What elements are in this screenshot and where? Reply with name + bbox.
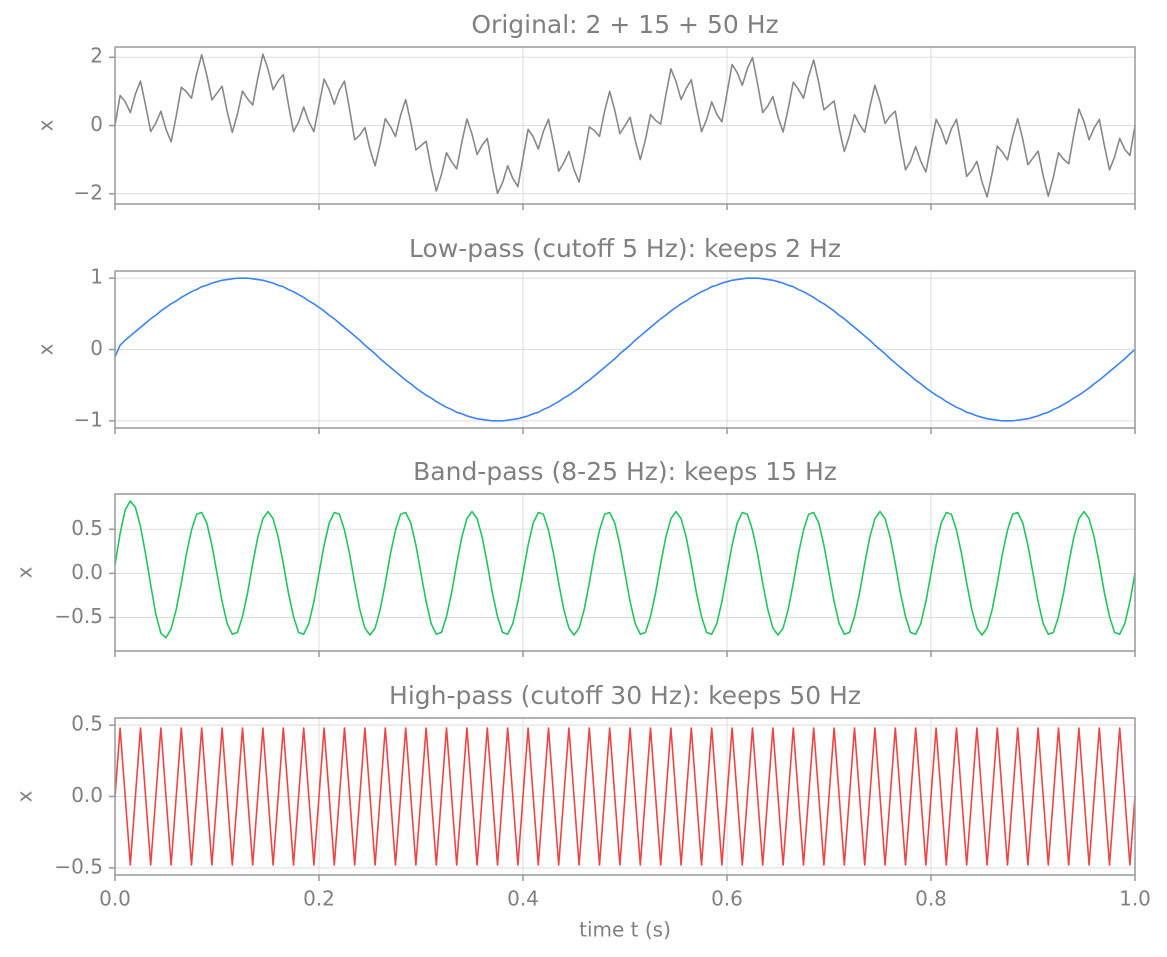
axes-frame (114, 717, 1136, 876)
subplot-title: Low-pass (cutoff 5 Hz): keeps 2 Hz (409, 234, 841, 263)
subplot: High-pass (cutoff 30 Hz): keeps 50 Hz −0.… (13, 681, 1151, 942)
x-tick-label: 1.0 (1119, 887, 1151, 911)
x-tick-label: 0.6 (711, 887, 743, 911)
x-axis-label: time t (s) (579, 918, 671, 942)
signal-line (114, 500, 1136, 639)
subplot: Band-pass (8-25 Hz): keeps 15 Hz −0.5 0.0 0… (13, 457, 1136, 657)
axes-frame (114, 270, 1136, 429)
y-tick-label: 0.0 (71, 560, 103, 584)
y-tick-label: −0.5 (54, 604, 103, 628)
subplot-title: Band-pass (8-25 Hz): keeps 15 Hz (413, 457, 837, 486)
y-tick-label: −2 (74, 180, 103, 204)
x-tick-label: 0.0 (99, 887, 131, 911)
y-tick-label: 0.5 (71, 712, 103, 736)
subplot: Low-pass (cutoff 5 Hz): keeps 2 Hz −1 0 1 x (34, 234, 1136, 434)
axes-frame (114, 46, 1136, 205)
x-tick-label: 0.8 (915, 887, 947, 911)
y-tick-label: 0 (90, 112, 103, 136)
subplot-title: Original: 2 + 15 + 50 Hz (471, 10, 778, 39)
y-tick-label: 0.0 (71, 783, 103, 807)
y-axis-label: x (34, 119, 58, 131)
signal-line (114, 277, 1136, 422)
y-tick-label: 2 (90, 44, 103, 68)
y-tick-label: −0.5 (54, 854, 103, 878)
y-axis-label: x (13, 566, 37, 578)
axes-frame (114, 493, 1136, 652)
y-tick-label: 0.5 (71, 516, 103, 540)
x-tick-label: 0.2 (303, 887, 335, 911)
subplot-title: High-pass (cutoff 30 Hz): keeps 50 Hz (389, 681, 861, 710)
y-tick-label: −1 (74, 407, 103, 431)
y-tick-label: 0 (90, 336, 103, 360)
y-axis-label: x (34, 343, 58, 355)
signal-line (114, 727, 1136, 866)
x-tick-label: 0.4 (507, 887, 539, 911)
y-tick-label: 1 (90, 265, 103, 289)
signal-line (114, 53, 1136, 198)
subplot: Original: 2 + 15 + 50 Hz −2 0 2 x (34, 10, 1136, 210)
y-axis-label: x (13, 790, 37, 802)
